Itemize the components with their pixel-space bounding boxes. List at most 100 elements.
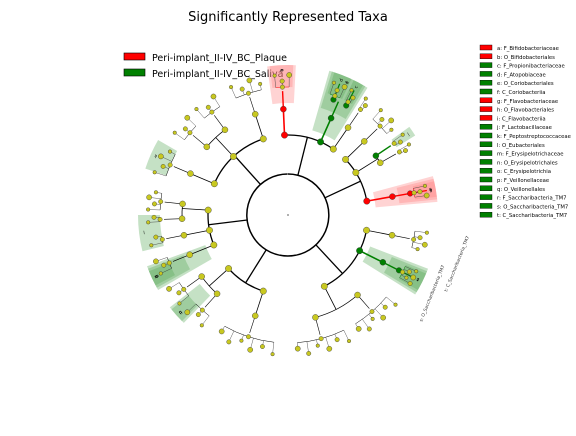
tree-node-59 [408,281,412,285]
tree-node-138 [260,136,266,142]
tree-node-103 [167,261,171,265]
tree-node-42 [418,190,422,194]
taxa-label-c: c: F_Propionibacteriaceae [497,64,565,70]
tree-node-24 [379,108,383,112]
tree-node-4 [287,72,292,77]
tree-node-79 [252,313,258,319]
tree-node-106 [150,244,154,248]
tree-node-68 [356,326,361,331]
taxa-label-e: e: O_Coriobacteriales [497,81,554,87]
tree-node-144 [246,91,250,95]
tree-node-28 [378,124,382,128]
tree-node-133 [222,127,228,133]
taxa-label-d: d: F_Atopobiaceae [497,72,546,78]
tree-node-141 [240,87,244,91]
taxa-label-l: l: O_Eubacteriales [497,143,545,149]
taxa-swatch-h [480,107,492,112]
tree-node-37 [397,150,401,154]
tree-node-86 [246,335,250,339]
taxa-label-k: k: F_Peptostreptococcaceae [497,134,571,140]
tree-branch-87 [246,250,267,283]
taxa-swatch-r [480,195,492,200]
tree-node-45 [363,227,369,233]
taxa-label-m: m: F_Erysipelotrichaceae [497,152,563,158]
tree-node-126 [168,163,172,167]
tree-node-2 [273,74,277,78]
tree-node-75 [306,351,310,355]
tree-node-78 [260,288,266,294]
tree-node-143 [258,82,262,86]
tree-node-5 [280,85,284,89]
tree-branch-123 [182,209,208,211]
tree-node-121 [187,171,193,177]
tree-node-84 [227,340,231,344]
tree-node-56 [407,270,411,274]
legend-label-plaque: Peri-implant_II-IV_BC_Plaque [152,53,287,64]
taxa-label-s: s: O_Saccharibacteria_TM7 [497,204,568,210]
tree-nodes [146,72,429,356]
tree-node-61 [321,283,327,289]
tree-node-35 [407,143,411,147]
tree-node-81 [260,344,264,348]
tree-node-29 [353,169,359,175]
tree-node-124 [158,154,163,159]
tree-node-1 [280,106,286,112]
tree-branch-27 [346,141,365,159]
tree-node-9 [332,81,336,85]
tree-node-113 [158,217,162,221]
tree-node-140 [229,85,233,89]
tree-node-94 [178,302,182,306]
tree-branch-110 [209,220,248,225]
tree-node-77 [319,336,323,340]
tree-node-97 [182,287,186,291]
tree-branch-53 [367,230,393,235]
tree-node-20 [363,103,367,107]
tree-node-38 [364,198,370,204]
tree-branch-3 [283,109,284,135]
tree-branch-98 [209,269,228,286]
tree-node-58 [405,276,409,280]
tree-node-23 [361,138,367,144]
tree-node-6 [317,139,323,145]
tree-node-26 [389,118,394,123]
taxa-swatch-d [480,71,492,76]
tree-node-114 [180,201,186,207]
tree-node-36 [403,148,407,152]
tree-node-33 [392,141,396,145]
tree-branch-135 [234,156,260,185]
tree-node-34 [377,160,383,166]
legend-label-saliva: Peri-implant_II-IV_BC_Saliva [152,69,283,80]
tree-node-105 [181,232,187,238]
tree-node-117 [147,195,152,200]
tree-node-60 [400,270,404,274]
tree-branch-69 [324,286,336,309]
tree-node-82 [248,347,253,352]
tree-node-76 [295,346,300,351]
tree-node-25 [380,117,384,121]
tree-node-22 [342,156,348,162]
tree-node-12 [333,94,337,98]
tree-node-119 [159,199,163,203]
tree-node-83 [240,339,244,343]
tree-node-50 [416,247,420,251]
tree-node-55 [414,269,418,273]
tree-node-134 [195,107,199,111]
tree-node-21 [358,107,362,111]
taxa-label-o: o: C_Erysipelotrichia [497,169,551,175]
tree-node-41 [423,184,427,188]
taxa-swatch-g [480,98,492,103]
taxa-swatch-t [480,212,492,217]
tree-node-118 [154,191,158,195]
legend-swatch-plaque [124,53,145,60]
tree-node-15 [351,96,355,100]
tree-node-89 [200,324,204,328]
tree-node-64 [383,305,387,309]
tree-node-31 [401,133,405,137]
tree-branch-156 [255,114,263,139]
tree-node-85 [219,329,224,334]
tree-node-93 [199,274,205,280]
tree-branch-1 [298,137,307,175]
sector-label-b: b [279,68,285,71]
tree-node-108 [160,237,164,241]
tree-node-67 [367,327,371,331]
